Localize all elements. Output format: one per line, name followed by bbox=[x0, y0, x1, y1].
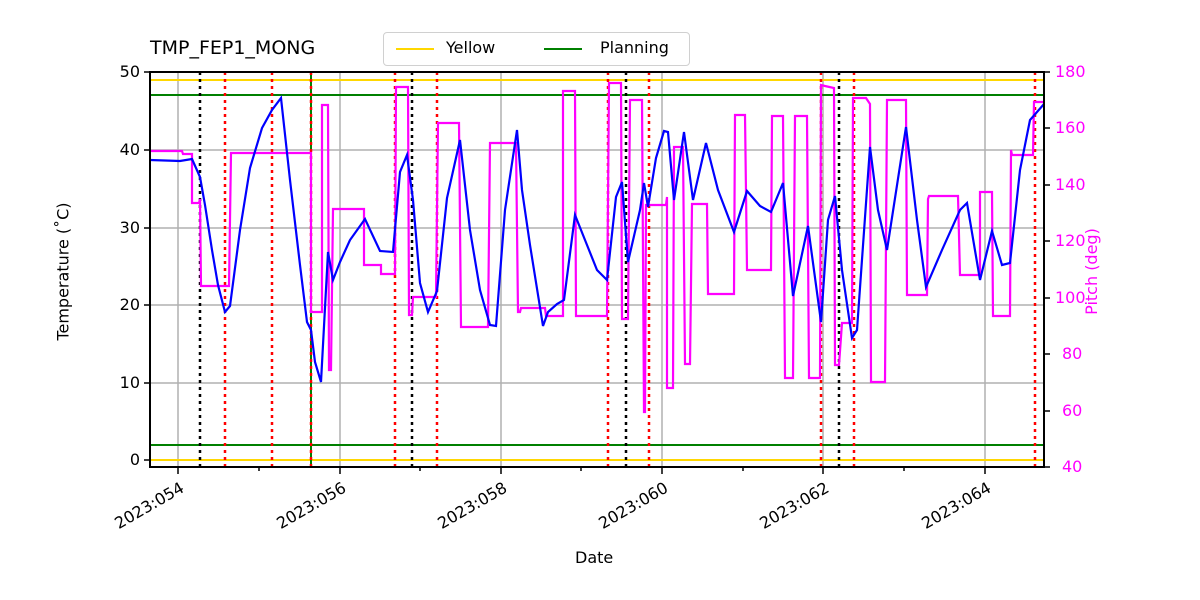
y-axis-label: Temperature (˚C) bbox=[53, 202, 73, 341]
ytick-label: 50 bbox=[119, 62, 140, 81]
x-axis-ticks bbox=[177, 467, 986, 474]
pitch-series bbox=[150, 81, 1044, 414]
legend-label-yellow: Yellow bbox=[446, 38, 496, 57]
legend: Yellow Planning bbox=[383, 32, 690, 66]
left-axis-ticks bbox=[144, 71, 150, 461]
x-axis-label: Date bbox=[575, 548, 614, 567]
ytick-right-label: 180 bbox=[1055, 62, 1086, 81]
ytick-right-label: 60 bbox=[1062, 401, 1083, 420]
legend-label-planning: Planning bbox=[600, 38, 669, 57]
ytick-right-label: 140 bbox=[1055, 175, 1086, 194]
ytick-label: 30 bbox=[119, 218, 140, 237]
right-axis-ticks bbox=[1044, 71, 1050, 468]
ytick-label: 10 bbox=[119, 373, 140, 392]
temperature-series bbox=[149, 95, 1045, 383]
limit-lines bbox=[150, 79, 1044, 461]
ytick-right-label: 160 bbox=[1055, 118, 1086, 137]
legend-swatch-yellow bbox=[396, 48, 434, 50]
chart-title: TMP_FEP1_MONG bbox=[150, 37, 316, 59]
vertical-markers bbox=[198, 72, 1037, 467]
grid bbox=[150, 72, 1044, 467]
ytick-label: 20 bbox=[119, 295, 140, 314]
ytick-label: 0 bbox=[129, 450, 140, 469]
ytick-right-label: 120 bbox=[1055, 231, 1086, 250]
y-axis-right-label: Pitch (deg) bbox=[1081, 228, 1101, 315]
plot-frame bbox=[149, 71, 1045, 468]
ytick-right-label: 100 bbox=[1055, 288, 1086, 307]
ytick-label: 40 bbox=[119, 140, 140, 159]
legend-swatch-planning bbox=[544, 48, 582, 50]
ytick-right-label: 40 bbox=[1062, 457, 1083, 476]
ytick-right-label: 80 bbox=[1062, 344, 1083, 363]
